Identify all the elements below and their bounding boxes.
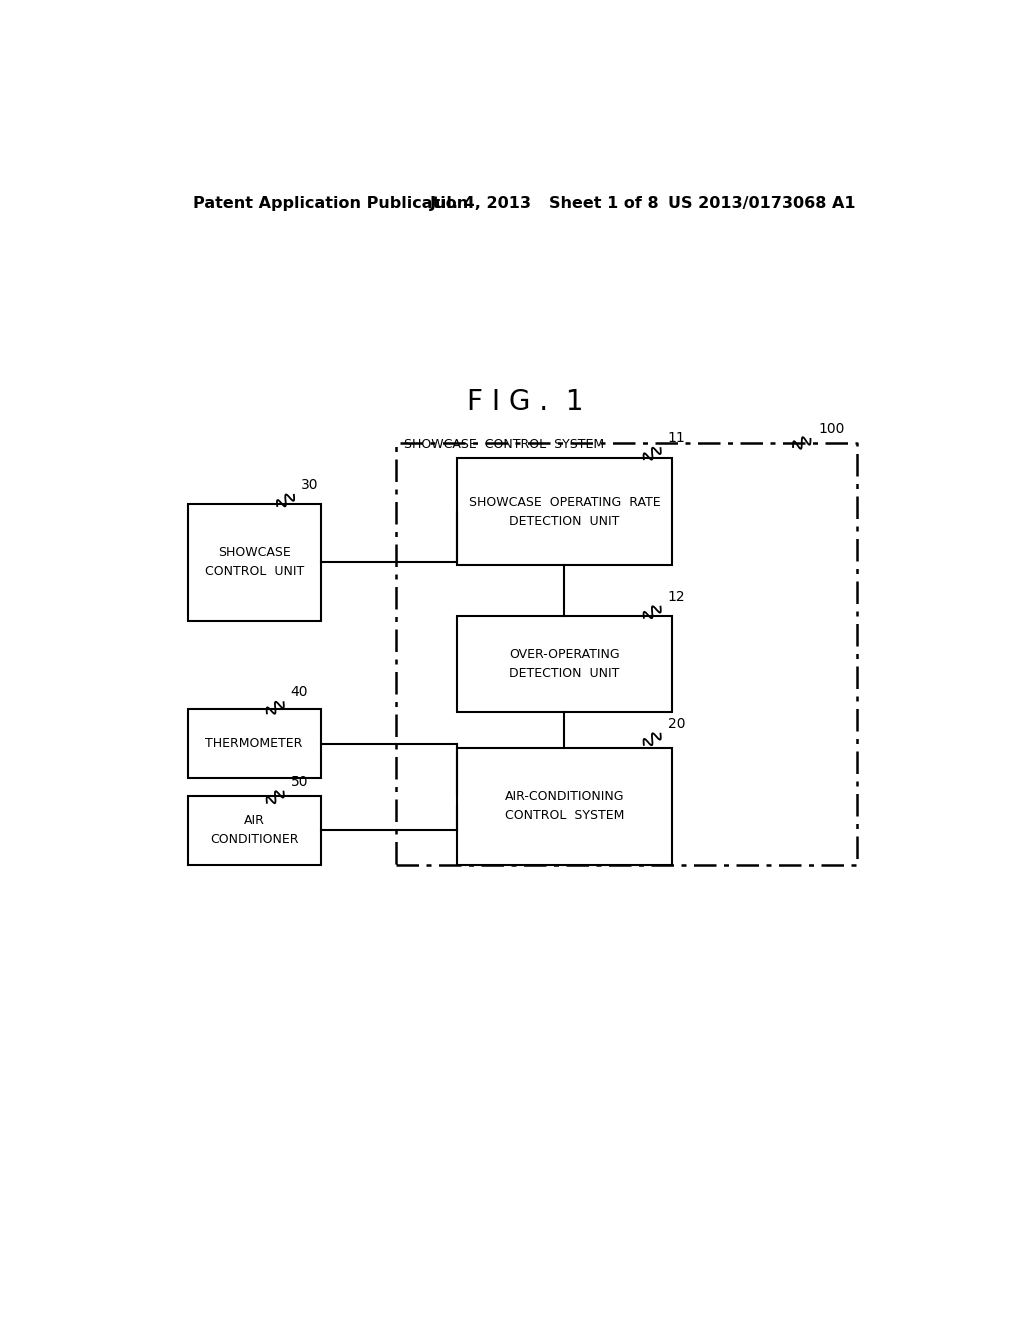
Bar (187, 796, 321, 865)
Text: SHOWCASE
CONTROL  UNIT: SHOWCASE CONTROL UNIT (205, 546, 304, 578)
Text: 20: 20 (668, 717, 685, 731)
Text: SHOWCASE  OPERATING  RATE
DETECTION  UNIT: SHOWCASE OPERATING RATE DETECTION UNIT (469, 495, 660, 528)
Bar (458, 748, 672, 865)
Bar (458, 458, 672, 565)
Text: 12: 12 (668, 590, 685, 603)
Bar (187, 709, 321, 779)
Text: OVER-OPERATING
DETECTION  UNIT: OVER-OPERATING DETECTION UNIT (509, 648, 620, 680)
Text: 11: 11 (668, 432, 685, 445)
Text: SHOWCASE  CONTROL  SYSTEM: SHOWCASE CONTROL SYSTEM (404, 438, 604, 451)
Text: 30: 30 (301, 478, 318, 492)
Text: THERMOMETER: THERMOMETER (206, 738, 303, 750)
Text: AIR
CONDITIONER: AIR CONDITIONER (210, 814, 298, 846)
Text: AIR-CONDITIONING
CONTROL  SYSTEM: AIR-CONDITIONING CONTROL SYSTEM (505, 791, 625, 822)
Text: 40: 40 (291, 685, 308, 700)
Bar (187, 504, 321, 620)
Text: F I G .  1: F I G . 1 (467, 388, 583, 416)
Text: Patent Application Publication: Patent Application Publication (194, 195, 468, 211)
Bar (458, 615, 672, 713)
Text: US 2013/0173068 A1: US 2013/0173068 A1 (668, 195, 855, 211)
Text: Sheet 1 of 8: Sheet 1 of 8 (549, 195, 658, 211)
Text: 50: 50 (291, 775, 308, 788)
Text: Jul. 4, 2013: Jul. 4, 2013 (430, 195, 531, 211)
Text: 100: 100 (818, 422, 845, 436)
